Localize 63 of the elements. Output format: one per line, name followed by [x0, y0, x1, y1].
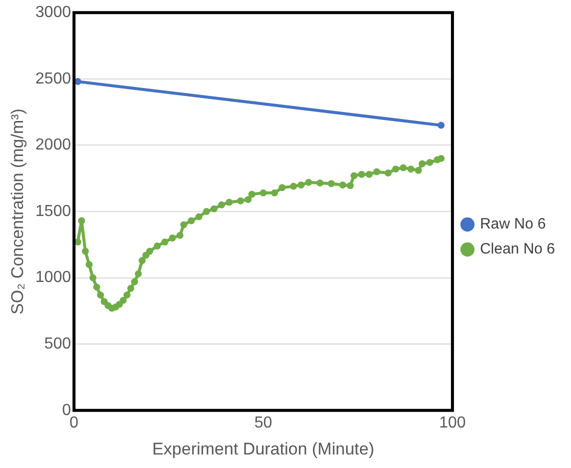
point [244, 196, 252, 204]
point [438, 154, 445, 162]
point [328, 180, 335, 188]
point [195, 213, 202, 220]
point [78, 217, 86, 224]
x-tick-label: 50 [254, 414, 272, 432]
point [373, 168, 380, 176]
legend-label: Clean No 6 [480, 240, 556, 258]
point [134, 270, 142, 278]
y-axis-title: SO₂ Concentration (mg/m³) [8, 108, 27, 314]
point [82, 248, 89, 255]
point [89, 274, 96, 282]
point [346, 182, 354, 190]
point [305, 178, 312, 186]
point [146, 248, 154, 255]
point [260, 189, 267, 196]
point [339, 181, 346, 188]
point [271, 189, 278, 196]
y-tick-label: 1000 [35, 269, 72, 286]
point [180, 221, 188, 228]
point [131, 278, 138, 286]
point [210, 205, 218, 212]
point [248, 190, 256, 198]
point [426, 158, 434, 166]
point [138, 257, 146, 264]
point [86, 261, 93, 268]
y-tick-label: 1500 [35, 202, 72, 220]
point [316, 179, 324, 186]
point [350, 172, 358, 180]
point [226, 198, 233, 206]
point [358, 170, 366, 178]
point [438, 122, 445, 129]
x-tick-label: 100 [439, 414, 466, 432]
y-tick-label: 500 [44, 336, 72, 353]
point [154, 242, 161, 250]
point [237, 197, 244, 204]
point [298, 181, 305, 188]
point [290, 182, 297, 190]
point [414, 166, 422, 174]
y-tick-label: 0 [62, 402, 72, 419]
point [366, 170, 373, 178]
point [188, 217, 195, 224]
point [407, 166, 414, 173]
point [176, 232, 184, 239]
point [120, 296, 127, 304]
point [93, 284, 100, 291]
y-tick-label: 2500 [35, 70, 72, 88]
point [123, 292, 130, 299]
legend-label: Raw No 6 [480, 216, 546, 233]
point [418, 160, 426, 168]
x-axis-title: Experiment Duration (Minute) [152, 439, 374, 458]
point [384, 170, 392, 177]
point [168, 234, 176, 242]
point [400, 164, 407, 172]
y-tick-label: 3000 [35, 4, 72, 22]
point [96, 292, 104, 299]
point [278, 184, 286, 192]
y-tick-label: 2000 [35, 136, 72, 154]
point [392, 166, 400, 173]
point [161, 238, 168, 246]
point [127, 284, 134, 292]
point [202, 208, 210, 215]
point [218, 201, 226, 208]
